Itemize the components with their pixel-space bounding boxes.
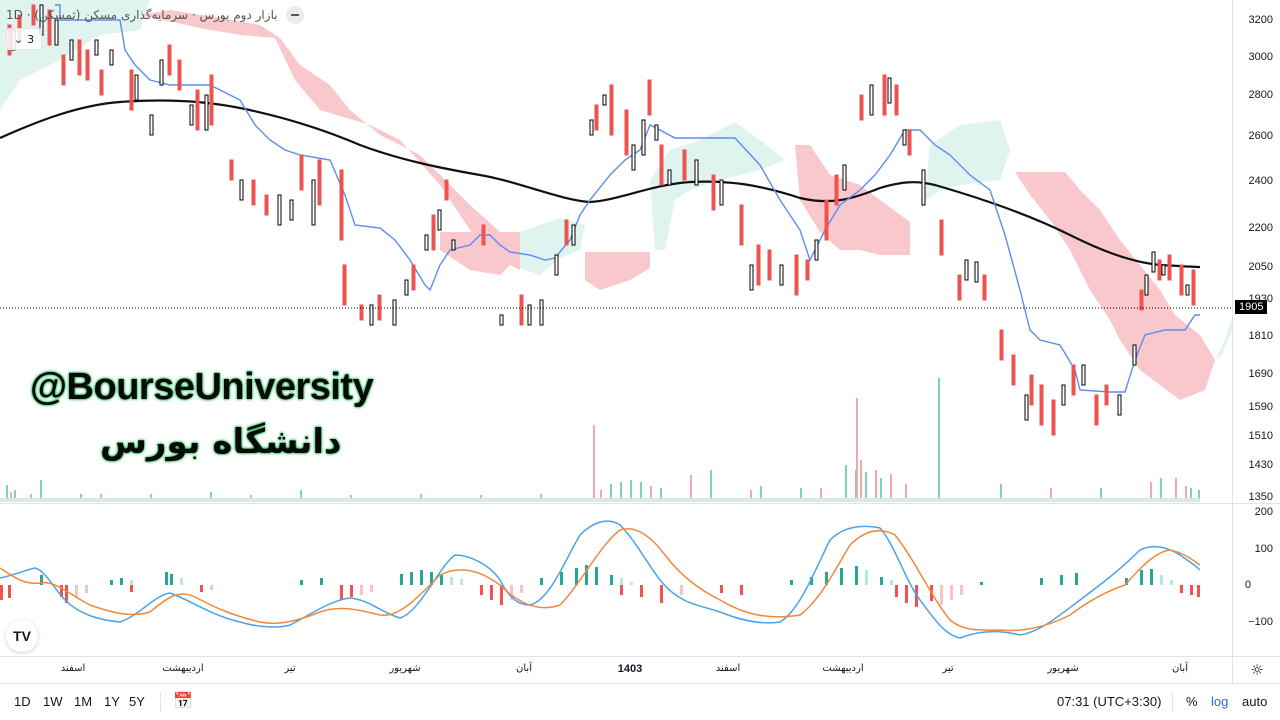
- hide-legend-button[interactable]: [285, 6, 304, 24]
- watermark-english: @BourseUniversity: [30, 366, 374, 408]
- price-tick: 2050: [1248, 261, 1273, 273]
- ichimoku-cloud: [0, 0, 1232, 400]
- time-tick: تیر: [942, 663, 954, 674]
- price-tick: 1510: [1248, 430, 1273, 442]
- time-tick: اردیبهشت: [822, 663, 864, 674]
- time-tick: اسفند: [60, 663, 86, 674]
- gear-icon: ☼: [1250, 661, 1264, 679]
- time-axis[interactable]: اسفند اردیبهشت تیر شهریور آبان 1403 اسفن…: [0, 656, 1232, 683]
- clock-timezone[interactable]: 07:31 (UTC+3:30): [1057, 694, 1162, 709]
- macd-histogram: [0, 565, 1200, 607]
- price-tick: 1430: [1248, 459, 1273, 471]
- time-tick: آبان: [516, 663, 532, 674]
- bottom-toolbar: 1D 1W 1M 1Y 5Y 📅 07:31 (UTC+3:30) % log …: [0, 683, 1280, 720]
- time-tick-year: 1403: [617, 663, 643, 675]
- goto-date-icon[interactable]: 📅: [173, 693, 193, 710]
- minus-icon: [290, 14, 299, 16]
- signal-line: [0, 528, 1201, 632]
- macd-line: [0, 520, 1201, 639]
- log-scale-toggle[interactable]: log: [1211, 694, 1229, 709]
- percent-scale-toggle[interactable]: %: [1186, 694, 1198, 709]
- indicator-count: 3: [27, 32, 35, 46]
- watermark-persian: دانشگاه بورس: [100, 422, 342, 462]
- time-tick: اسفند: [715, 663, 741, 674]
- symbol-title[interactable]: بازار دوم بورس · سرمایه‌گذاری مسکن (ثمسک…: [6, 8, 278, 22]
- price-chart[interactable]: بازار دوم بورس · سرمایه‌گذاری مسکن (ثمسک…: [0, 0, 1232, 656]
- macd-tick: −100: [1248, 616, 1273, 628]
- price-tick: 1810: [1248, 330, 1273, 342]
- time-tick: شهریور: [389, 663, 421, 674]
- pane-separator[interactable]: [0, 503, 1280, 504]
- price-tick: 1590: [1248, 401, 1273, 413]
- volume-bars: [0, 378, 1200, 502]
- time-tick: تیر: [284, 663, 296, 674]
- chart-canvas[interactable]: [0, 0, 1232, 656]
- price-tick: 2600: [1248, 130, 1273, 142]
- chevron-down-icon: ⌄: [13, 32, 24, 46]
- macd-pane: [0, 520, 1201, 639]
- chart-settings-button[interactable]: ☼: [1232, 656, 1280, 683]
- moving-average-line: [0, 99, 1201, 269]
- macd-tick: 100: [1254, 543, 1273, 555]
- range-1w-button[interactable]: 1W: [43, 694, 63, 709]
- range-1m-button[interactable]: 1M: [74, 694, 93, 709]
- range-5y-button[interactable]: 5Y: [129, 694, 145, 709]
- last-price-badge: 1905: [1235, 300, 1268, 314]
- macd-tick: 200: [1254, 506, 1273, 518]
- macd-tick: 0: [1244, 579, 1251, 591]
- kijun-line: [55, 4, 1200, 393]
- price-tick: 1350: [1248, 491, 1273, 503]
- price-tick: 2400: [1248, 175, 1273, 187]
- range-1d-button[interactable]: 1D: [14, 694, 31, 709]
- indicators-collapse-button[interactable]: ⌄ 3: [6, 28, 42, 50]
- price-tick: 1690: [1248, 368, 1273, 380]
- tradingview-logo[interactable]: TV: [6, 620, 38, 652]
- candlesticks: [7, 4, 1196, 436]
- divider: [1172, 692, 1173, 712]
- price-tick: 2200: [1248, 222, 1273, 234]
- time-tick: شهریور: [1047, 663, 1079, 674]
- price-tick: 3000: [1248, 51, 1273, 63]
- range-1y-button[interactable]: 1Y: [104, 694, 120, 709]
- price-axis[interactable]: 3200 3000 2800 2600 2400 2200 2050 1930 …: [1232, 0, 1280, 656]
- time-tick: آبان: [1172, 663, 1188, 674]
- auto-scale-toggle[interactable]: auto: [1242, 694, 1268, 709]
- time-tick: اردیبهشت: [162, 663, 204, 674]
- chart-legend[interactable]: بازار دوم بورس · سرمایه‌گذاری مسکن (ثمسک…: [6, 6, 304, 24]
- price-tick: 2800: [1248, 89, 1273, 101]
- divider: [160, 692, 161, 712]
- price-tick: 3200: [1248, 14, 1273, 26]
